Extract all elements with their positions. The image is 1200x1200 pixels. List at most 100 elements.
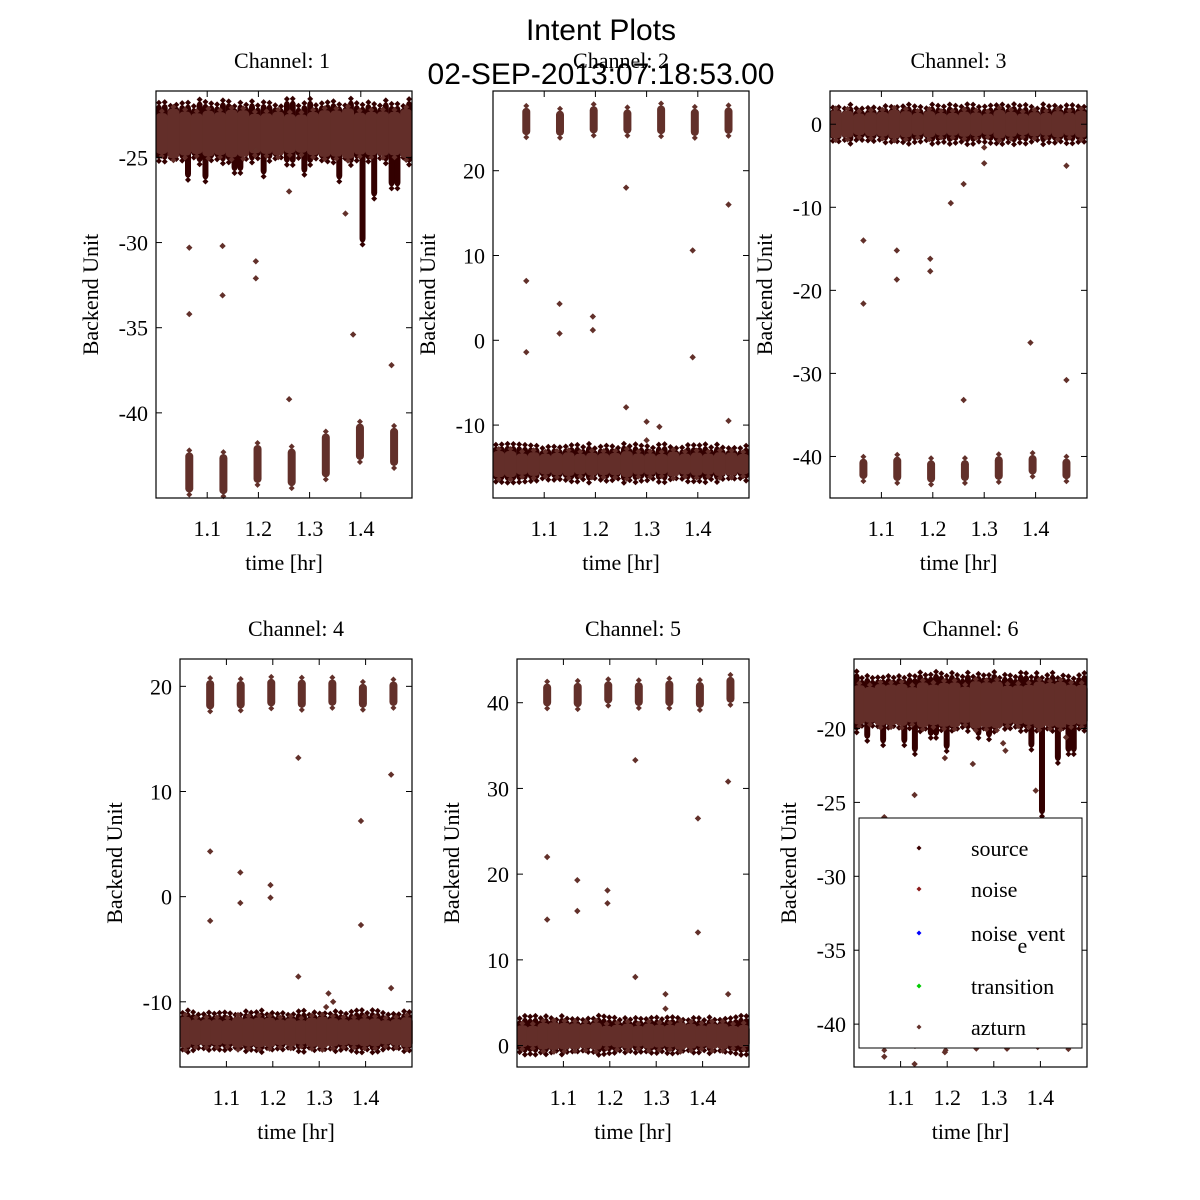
band-point-source xyxy=(185,99,191,106)
band-point-azturn xyxy=(941,677,948,684)
band-point-azturn xyxy=(182,154,189,161)
band-point-source xyxy=(184,1007,191,1014)
band-point-azturn xyxy=(372,1013,379,1020)
band-point-source xyxy=(225,98,232,105)
band-point-azturn xyxy=(213,1014,220,1021)
band-point-noise xyxy=(1063,478,1070,485)
band-noise xyxy=(726,676,735,703)
band-point-source xyxy=(933,734,940,741)
band-point-source xyxy=(527,1013,534,1020)
band-point-source xyxy=(493,441,499,448)
panel-channel-1: 1.1 1.2 1.3 1.4 -25 -30 -35 -40 Channel: 1 time [… xyxy=(78,48,413,575)
band-point-source xyxy=(927,734,934,741)
band-point-source xyxy=(738,1012,745,1019)
band-point-noise xyxy=(186,491,193,498)
band-point-noise xyxy=(390,676,397,683)
band-azturn xyxy=(272,111,285,156)
band-azturn xyxy=(713,452,726,476)
outlier-point xyxy=(622,184,630,191)
band-point-noise xyxy=(995,451,1002,458)
band-point-noise xyxy=(288,485,295,492)
band-point-source xyxy=(388,185,395,192)
band-point-source xyxy=(964,728,971,735)
band-point-azturn xyxy=(941,725,948,732)
outlier-point xyxy=(556,300,563,308)
band-point-source xyxy=(385,1011,392,1018)
band-point-azturn xyxy=(340,1014,347,1021)
outlier-point xyxy=(357,817,365,825)
figure-subtitle: 02-SEP-2013:07:18:53.00 xyxy=(428,58,775,91)
band-point-azturn xyxy=(972,676,979,683)
band-point-source xyxy=(307,95,314,102)
band-point-source xyxy=(738,1051,745,1058)
band-point-azturn xyxy=(519,1045,526,1052)
band-point-source xyxy=(970,140,977,147)
band-point-azturn xyxy=(962,681,969,688)
band-point-source xyxy=(1007,672,1014,679)
band-point-azturn xyxy=(256,1012,263,1019)
x-tick-label: 1.3 xyxy=(642,1085,670,1110)
band-point-azturn xyxy=(709,1047,716,1054)
band-point-azturn xyxy=(1057,676,1064,683)
band-point-azturn xyxy=(203,1044,210,1051)
band-azturn xyxy=(874,684,887,726)
outlier-point xyxy=(911,791,918,799)
band-point-azturn xyxy=(240,105,247,112)
band-point-source xyxy=(568,442,575,449)
band-point-source xyxy=(743,1013,750,1020)
outlier-point xyxy=(388,361,395,369)
band-point-source xyxy=(353,1007,360,1014)
band-point-noise xyxy=(624,104,631,111)
band-point-source xyxy=(1028,103,1035,110)
band-point-source xyxy=(359,241,366,248)
band-point-azturn xyxy=(730,1020,737,1027)
band-noise xyxy=(287,448,296,487)
band-point-source xyxy=(648,1014,655,1021)
legend-label-part: vent xyxy=(1027,921,1065,946)
x-tick-label: 1.1 xyxy=(193,516,221,541)
x-axis-label: time [hr] xyxy=(257,1119,335,1144)
axes-frame xyxy=(516,658,750,1068)
outlier-point xyxy=(911,1060,918,1068)
band-point-azturn xyxy=(572,1048,578,1055)
band-azturn xyxy=(1005,111,1018,137)
outlier-point xyxy=(219,292,226,299)
band-point-noise xyxy=(590,101,597,108)
band-azturn xyxy=(938,682,951,727)
band-point-source xyxy=(237,170,244,177)
band-point-azturn xyxy=(740,1046,747,1053)
band-point-azturn xyxy=(368,106,375,113)
plot-area xyxy=(156,95,413,500)
band-point-source xyxy=(545,443,552,450)
band-point-noise xyxy=(288,443,295,450)
band-point-azturn xyxy=(698,1020,705,1027)
band-point-source xyxy=(227,1010,234,1017)
band-azturn xyxy=(179,111,192,156)
band-point-source xyxy=(986,736,993,743)
panel-title: Channel: 1 xyxy=(234,48,330,73)
outlier-point xyxy=(604,900,611,907)
band-point-azturn xyxy=(716,474,723,481)
band-point-source xyxy=(580,444,587,451)
band-point-noise xyxy=(186,447,193,454)
band-point-azturn xyxy=(240,155,247,162)
band-point-azturn xyxy=(530,447,537,454)
band-point-azturn xyxy=(519,473,526,480)
band-point-source xyxy=(532,1051,539,1058)
band-point-source xyxy=(632,441,639,448)
band-point-source xyxy=(917,138,924,145)
band-point-azturn xyxy=(251,152,258,159)
band-point-source xyxy=(644,443,651,450)
outlier-point xyxy=(941,754,949,762)
outlier-point xyxy=(267,894,274,901)
band-point-source xyxy=(1060,672,1067,679)
band-azturn xyxy=(295,1020,308,1045)
band-point-source xyxy=(214,101,221,108)
band-point-source xyxy=(254,102,261,109)
band-point-source xyxy=(1001,671,1008,678)
band-point-source xyxy=(964,141,971,148)
band-azturn xyxy=(863,687,876,723)
outlier-point xyxy=(1002,747,1009,754)
band-point-azturn xyxy=(182,1011,189,1018)
